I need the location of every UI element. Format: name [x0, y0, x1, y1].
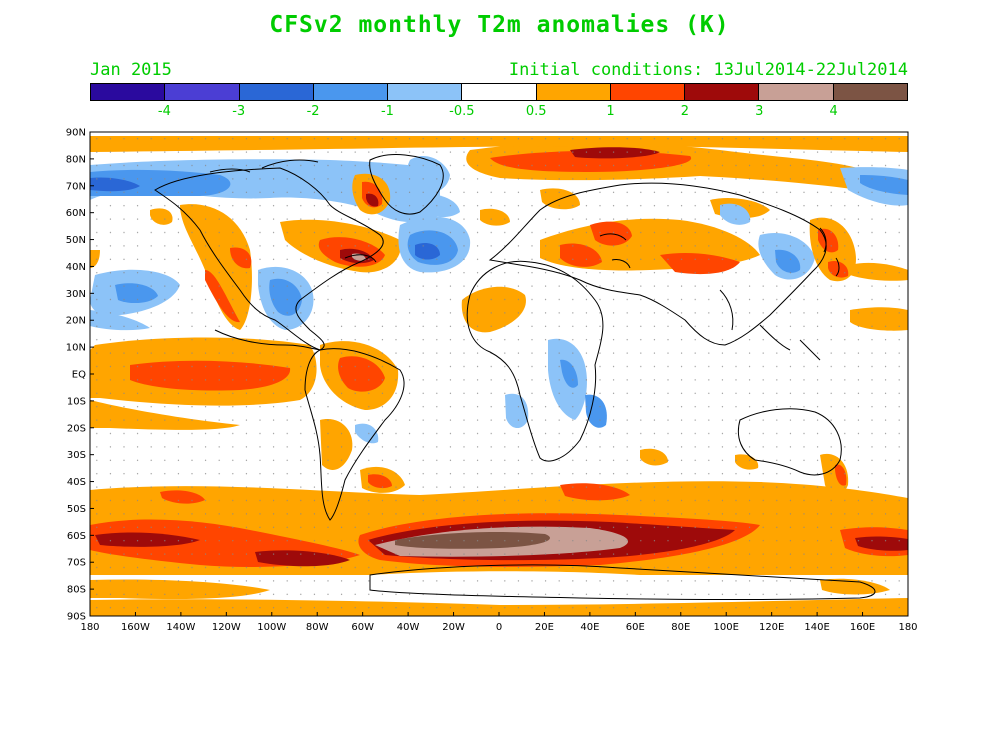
latitude-label: 50S: [67, 504, 86, 515]
latitude-label: 40S: [67, 477, 86, 488]
latitude-label: EQ: [72, 370, 86, 381]
longitude-label: 180: [898, 622, 917, 633]
latitude-label: 20S: [67, 423, 86, 434]
valid-month-label: Jan 2015: [90, 60, 172, 80]
latitude-label: 60N: [66, 208, 86, 219]
longitude-labels: 180 160W 140W 120W 100W 80W 60W 40W 20W 0 20E 40E 60…: [80, 622, 917, 633]
latitude-label: 30S: [67, 450, 86, 461]
colorbar-segment: [759, 84, 834, 100]
longitude-label: 40W: [397, 622, 420, 633]
colorbar-tick-label: 3: [755, 104, 764, 119]
longitude-label: 160E: [850, 622, 875, 633]
colorbar-segment: [313, 84, 389, 100]
colorbar-segment: [685, 84, 760, 100]
latitude-label: 10N: [66, 343, 86, 354]
latitude-label: 60S: [67, 531, 86, 542]
colorbar-tick-label: -0.5: [449, 104, 475, 119]
map-title: CFSv2 monthly T2m anomalies (K): [269, 12, 730, 38]
latitude-label: 40N: [66, 262, 86, 273]
colorbar-tick-label: 4: [829, 104, 838, 119]
longitude-label: 60W: [351, 622, 374, 633]
longitude-label: 60E: [626, 622, 645, 633]
colorbar-tick-label: -2: [306, 104, 320, 119]
colorbar-tick-labels: -4 -3 -2 -1 -0.5 0.5 1 2 3 4: [90, 104, 908, 120]
longitude-label: 40E: [580, 622, 599, 633]
longitude-label: 100E: [714, 622, 739, 633]
colorbar-segment: [610, 84, 686, 100]
colorbar-tick-label: 0.5: [525, 104, 547, 119]
colorbar-segment: [388, 84, 463, 100]
colorbar-segment: [536, 84, 611, 100]
latitude-label: 70N: [66, 181, 86, 192]
latitude-label: 30N: [66, 289, 86, 300]
longitude-label: 120W: [212, 622, 241, 633]
colorbar-tick-label: 2: [680, 104, 690, 119]
longitude-label: 140E: [804, 622, 829, 633]
longitude-label: 100W: [257, 622, 286, 633]
colorbar: [90, 83, 908, 101]
longitude-label: 20W: [442, 622, 465, 633]
colorbar-tick-label: -1: [380, 104, 394, 119]
longitude-label: 80W: [306, 622, 329, 633]
coastlines: [154, 154, 876, 600]
axis-ticks: [89, 131, 909, 617]
colorbar-segment: [165, 84, 240, 100]
longitude-label: 20E: [535, 622, 554, 633]
latitude-label: 80N: [66, 154, 86, 165]
longitude-label: 80E: [671, 622, 690, 633]
colorbar-tick-label: -3: [232, 104, 246, 119]
latitude-label: 80S: [67, 585, 86, 596]
colorbar-segment: [91, 84, 166, 100]
initial-conditions-label: Initial conditions: 13Jul2014-22Jul2014: [508, 60, 908, 80]
longitude-label: 0: [496, 622, 502, 633]
longitude-label: 180: [80, 622, 99, 633]
longitude-label: 160W: [121, 622, 150, 633]
longitude-label: 120E: [759, 622, 784, 633]
latitude-label: 90N: [66, 128, 86, 139]
latitude-label: 90S: [67, 612, 86, 623]
latitude-label: 10S: [67, 396, 86, 407]
colorbar-segment: [833, 84, 907, 100]
latitude-labels: 90N 80N 70N 60N 50N 40N 30N 20N 10N EQ 10S 20S 30S 40…: [66, 128, 86, 623]
colorbar-segment: [239, 84, 314, 100]
latitude-label: 70S: [67, 558, 86, 569]
colorbar-segment: [462, 84, 537, 100]
anomaly-field: [90, 132, 908, 616]
latitude-label: 20N: [66, 316, 86, 327]
latitude-label: 50N: [66, 235, 86, 246]
longitude-label: 140W: [166, 622, 195, 633]
colorbar-tick-label: 1: [606, 104, 615, 119]
colorbar-tick-label: -4: [157, 104, 171, 119]
